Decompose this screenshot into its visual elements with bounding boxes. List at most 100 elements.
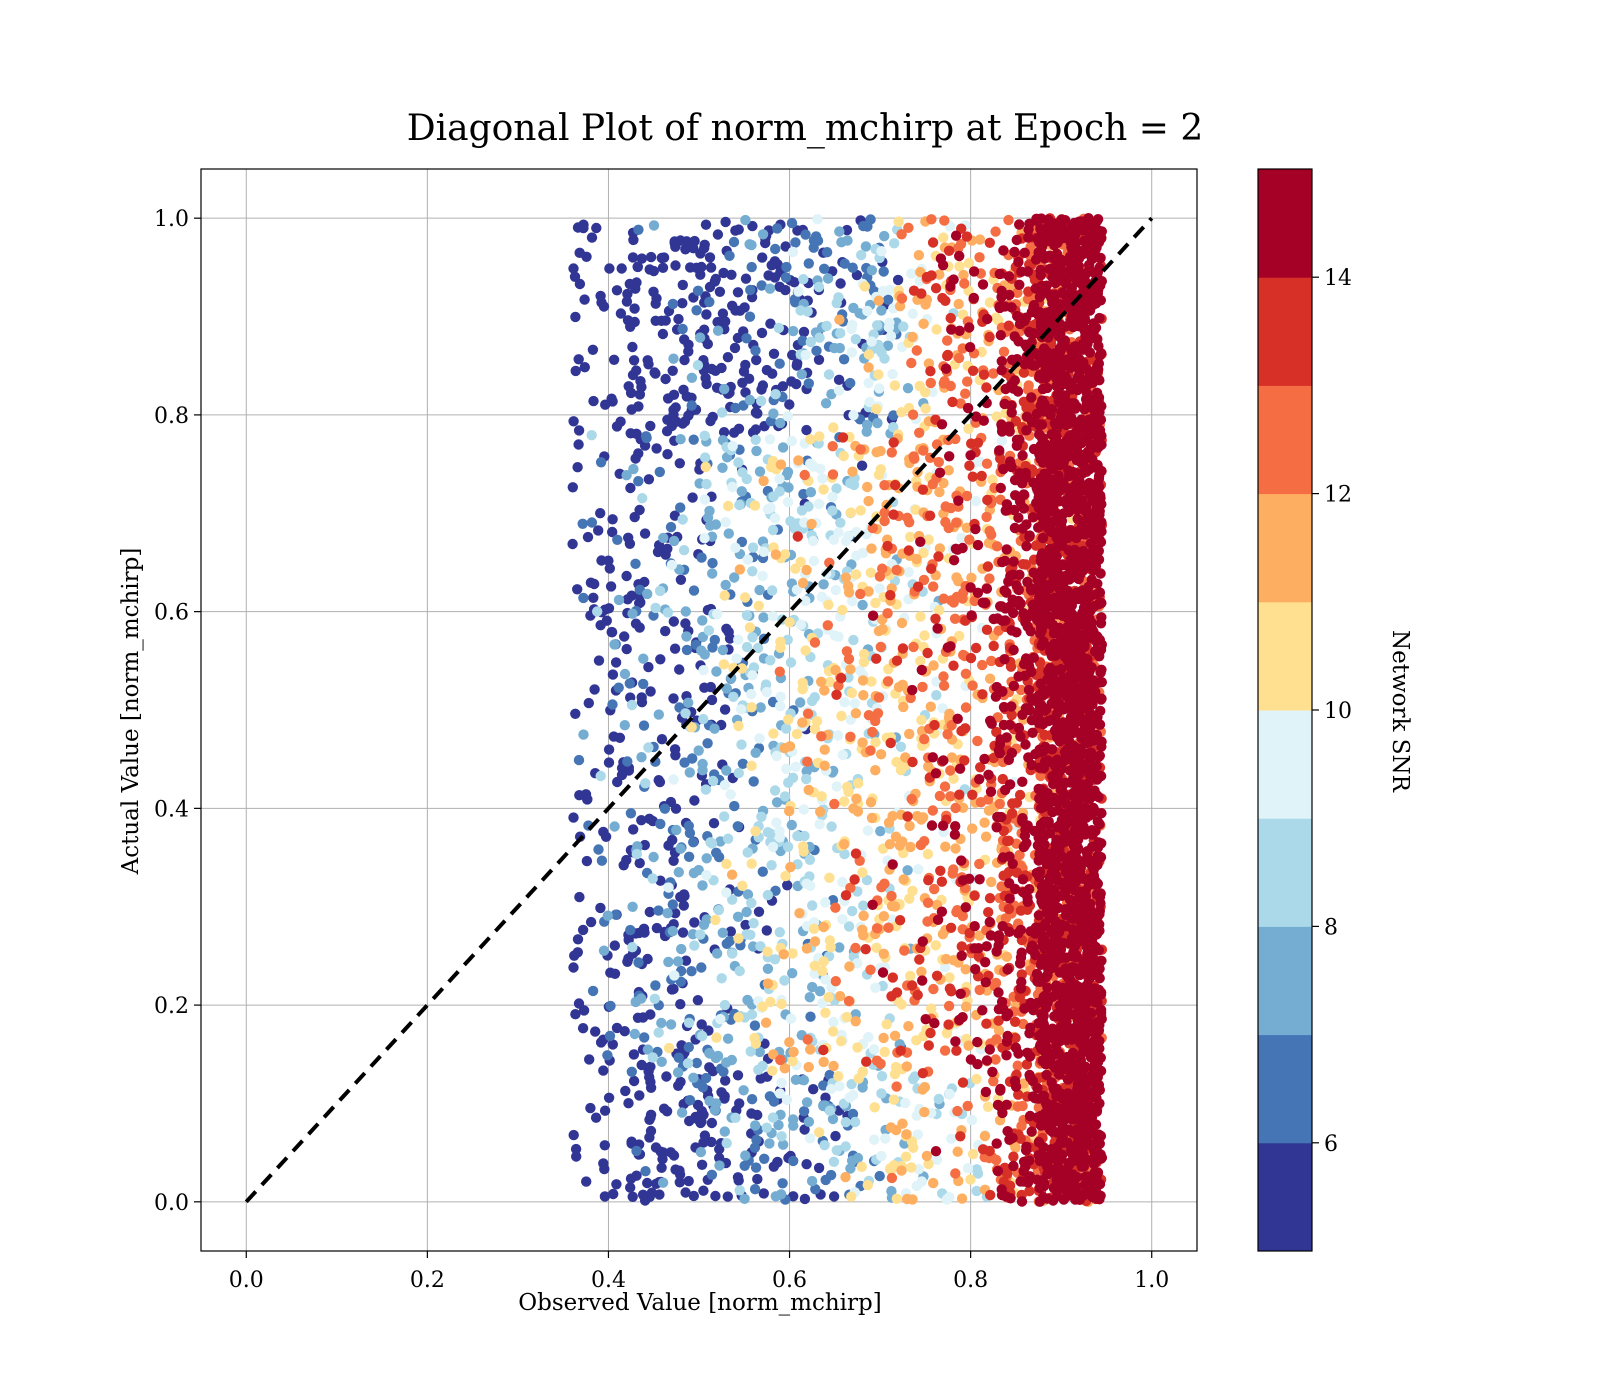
data-point: [991, 726, 1002, 738]
data-point: [802, 1034, 813, 1045]
data-point: [798, 326, 810, 338]
data-point: [574, 891, 585, 903]
data-point: [824, 676, 836, 688]
data-point: [787, 349, 798, 361]
data-point: [799, 1124, 810, 1135]
data-point: [850, 569, 862, 580]
data-point: [818, 1080, 829, 1091]
data-point: [655, 818, 666, 830]
data-point: [839, 796, 850, 807]
data-point: [698, 665, 709, 676]
data-point: [695, 269, 706, 280]
data-point: [757, 229, 769, 240]
data-point: [745, 1046, 756, 1057]
data-point: [826, 821, 837, 832]
data-point: [628, 824, 639, 835]
data-point: [652, 546, 664, 558]
data-point: [817, 473, 828, 484]
data-point: [688, 1190, 699, 1202]
data-point: [623, 1098, 634, 1109]
data-point: [629, 1028, 640, 1040]
data-point: [1001, 1050, 1012, 1061]
data-point: [765, 655, 776, 666]
data-point: [746, 1094, 758, 1105]
data-point: [750, 747, 761, 758]
data-point: [624, 678, 635, 689]
data-point: [725, 926, 736, 937]
data-point: [974, 858, 985, 870]
data-point: [732, 821, 743, 832]
data-point: [761, 925, 772, 936]
data-point: [802, 708, 814, 719]
data-point: [904, 820, 915, 832]
data-point: [906, 357, 917, 369]
data-point: [1017, 776, 1028, 787]
data-point: [766, 260, 777, 271]
data-point: [843, 921, 855, 932]
data-point: [712, 325, 724, 336]
data-point: [843, 580, 854, 592]
data-point: [825, 1083, 837, 1095]
data-point: [689, 917, 700, 928]
data-point: [670, 908, 681, 919]
data-point: [719, 999, 731, 1011]
data-point: [791, 378, 802, 390]
data-point: [938, 232, 949, 243]
data-point: [752, 1173, 763, 1185]
data-point: [633, 957, 644, 968]
data-point: [889, 238, 900, 249]
data-point: [696, 1106, 708, 1117]
data-point: [831, 297, 842, 309]
data-point: [894, 840, 905, 851]
data-point: [855, 588, 866, 600]
data-point: [727, 440, 738, 452]
data-point: [952, 905, 963, 916]
data-point: [889, 380, 901, 391]
data-point: [988, 1076, 999, 1087]
data-point: [661, 426, 673, 437]
data-point: [659, 803, 671, 814]
data-point: [967, 471, 978, 482]
data-point: [965, 652, 977, 664]
data-point: [950, 843, 961, 854]
data-point: [782, 496, 794, 508]
data-point: [607, 526, 618, 538]
data-point: [723, 528, 734, 539]
data-point: [756, 280, 767, 291]
data-point: [773, 1119, 784, 1131]
data-point: [732, 287, 744, 298]
data-point: [861, 874, 873, 886]
data-point: [613, 594, 625, 606]
data-point: [640, 1166, 651, 1177]
data-point: [942, 729, 953, 740]
data-point: [877, 967, 889, 978]
data-point: [627, 608, 638, 619]
data-point: [797, 841, 809, 852]
data-point: [870, 765, 881, 776]
data-point: [1001, 732, 1012, 743]
data-point: [600, 399, 611, 410]
data-point: [776, 998, 787, 1010]
data-point: [923, 1158, 934, 1170]
data-point: [765, 828, 777, 840]
data-point: [904, 728, 915, 740]
data-point: [847, 905, 858, 917]
data-point: [907, 409, 919, 420]
data-point: [947, 868, 958, 879]
data-point: [684, 767, 695, 778]
data-point: [619, 631, 630, 642]
data-point: [924, 510, 936, 521]
data-point: [571, 1151, 582, 1162]
data-point: [593, 655, 605, 666]
data-point: [1023, 380, 1034, 391]
data-point: [815, 806, 826, 817]
data-point: [813, 281, 825, 293]
data-point: [1038, 1010, 1049, 1021]
data-point: [629, 511, 640, 523]
data-point: [916, 1176, 927, 1187]
data-point: [602, 1050, 613, 1061]
data-point: [720, 316, 731, 327]
data-point: [996, 811, 1007, 823]
data-point: [666, 559, 678, 571]
data-point: [736, 739, 747, 750]
